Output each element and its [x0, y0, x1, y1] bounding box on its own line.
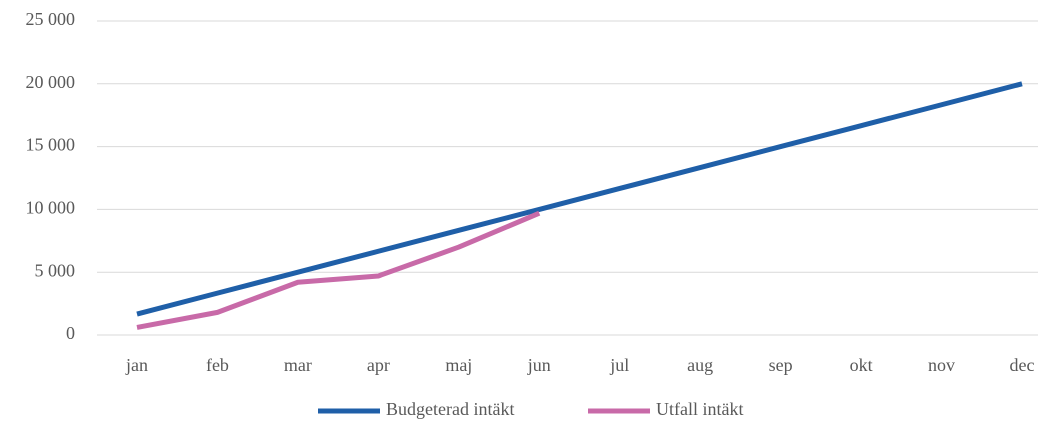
x-tick-label: nov [928, 355, 955, 375]
x-tick-label: okt [850, 355, 873, 375]
y-tick-label: 5 000 [35, 260, 76, 280]
y-tick-label: 10 000 [26, 198, 76, 218]
x-tick-label: jan [125, 355, 148, 375]
y-tick-label: 0 [66, 323, 75, 343]
legend-label: Budgeterad intäkt [386, 399, 514, 419]
legend-label: Utfall intäkt [656, 399, 743, 419]
y-tick-label: 15 000 [26, 135, 76, 155]
x-tick-label: mar [284, 355, 312, 375]
y-tick-label: 25 000 [26, 9, 76, 29]
x-tick-label: feb [206, 355, 229, 375]
series-line [136, 81, 1023, 317]
x-tick-label: jul [609, 355, 629, 375]
y-tick-label: 20 000 [26, 72, 76, 92]
x-tick-label: aug [687, 355, 713, 375]
x-tick-label: jun [527, 355, 551, 375]
x-tick-label: sep [769, 355, 793, 375]
x-tick-label: dec [1010, 355, 1035, 375]
x-tick-label: maj [445, 355, 472, 375]
x-tick-label: apr [367, 355, 390, 375]
series-line [136, 210, 541, 330]
